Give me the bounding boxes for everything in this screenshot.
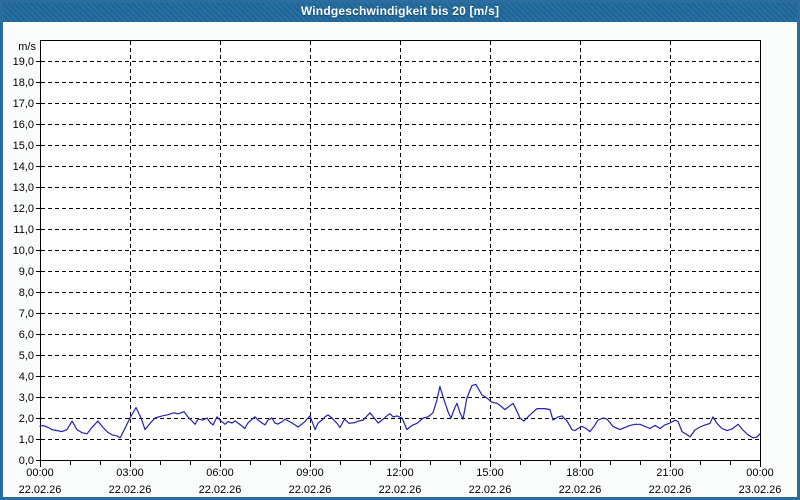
y-tick-label: 0,0 bbox=[19, 455, 34, 467]
x-tick-date-label: 22.02.26 bbox=[379, 484, 422, 496]
y-tick-label: 15,0 bbox=[13, 140, 34, 152]
x-tick-time-label: 03:00 bbox=[116, 467, 144, 479]
y-tick-label: 7,0 bbox=[19, 308, 34, 320]
y-tick-label: 2,0 bbox=[19, 413, 34, 425]
x-tick-time-label: 00:00 bbox=[26, 467, 54, 479]
x-tick-time-label: 09:00 bbox=[296, 467, 324, 479]
y-tick-label: 10,0 bbox=[13, 245, 34, 257]
y-tick-label: 16,0 bbox=[13, 119, 34, 131]
y-tick-label: 17,0 bbox=[13, 98, 34, 110]
y-tick-label: 5,0 bbox=[19, 350, 34, 362]
y-tick-label: 12,0 bbox=[13, 203, 34, 215]
title-bar: Windgeschwindigkeit bis 20 [m/s] bbox=[0, 0, 800, 22]
x-tick-date-label: 23.02.26 bbox=[739, 484, 782, 496]
x-tick-date-label: 22.02.26 bbox=[649, 484, 692, 496]
y-tick-label: 9,0 bbox=[19, 266, 34, 278]
y-tick-label: 11,0 bbox=[13, 224, 34, 236]
x-tick-time-label: 21:00 bbox=[656, 467, 684, 479]
x-tick-time-label: 06:00 bbox=[206, 467, 234, 479]
x-tick-date-label: 22.02.26 bbox=[559, 484, 602, 496]
x-tick-time-label: 18:00 bbox=[566, 467, 594, 479]
chart-title: Windgeschwindigkeit bis 20 [m/s] bbox=[300, 4, 500, 18]
x-tick-date-label: 22.02.26 bbox=[109, 484, 152, 496]
y-tick-label: 19,0 bbox=[13, 56, 34, 68]
x-tick-date-label: 22.02.26 bbox=[469, 484, 512, 496]
y-tick-label: 6,0 bbox=[19, 329, 34, 341]
x-tick-time-label: 12:00 bbox=[386, 467, 414, 479]
y-tick-label: 13,0 bbox=[13, 182, 34, 194]
x-tick-date-label: 22.02.26 bbox=[289, 484, 332, 496]
y-tick-label: 1,0 bbox=[19, 434, 34, 446]
x-tick-date-label: 22.02.26 bbox=[199, 484, 242, 496]
y-tick-label: 4,0 bbox=[19, 371, 34, 383]
y-tick-label: 8,0 bbox=[19, 287, 34, 299]
x-tick-time-label: 00:00 bbox=[746, 467, 774, 479]
y-tick-label: 18,0 bbox=[13, 77, 34, 89]
y-tick-label: 3,0 bbox=[19, 392, 34, 404]
x-tick-date-label: 22.02.26 bbox=[19, 484, 62, 496]
x-tick-time-label: 15:00 bbox=[476, 467, 504, 479]
y-tick-label: 14,0 bbox=[13, 161, 34, 173]
y-axis-unit-label: m/s bbox=[18, 41, 36, 53]
wind-speed-line bbox=[39, 383, 761, 439]
